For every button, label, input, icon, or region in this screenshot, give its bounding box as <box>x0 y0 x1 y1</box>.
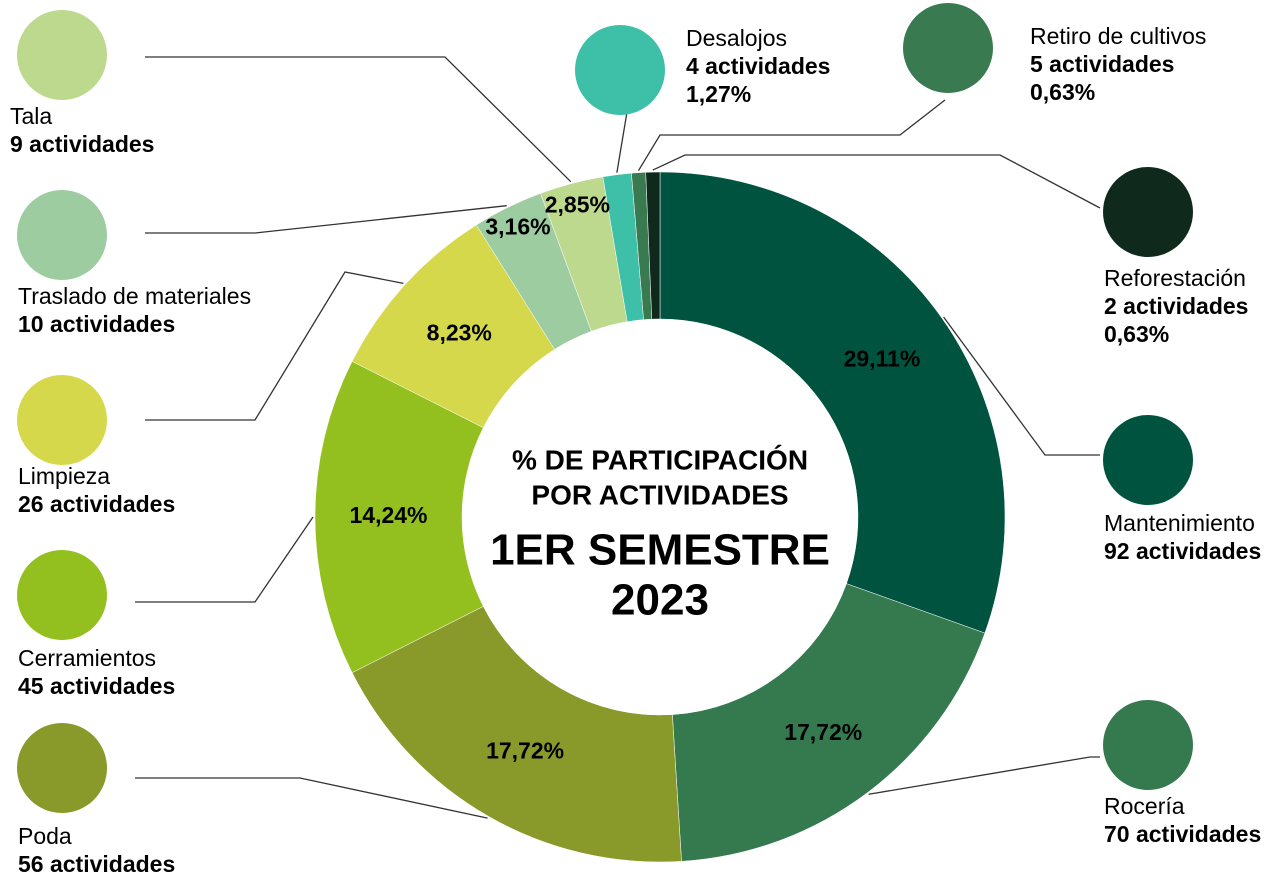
leader-line <box>943 316 1100 456</box>
value-label: 14,24% <box>349 502 427 528</box>
category-count: 26 actividades <box>18 491 175 517</box>
leader-line <box>145 271 404 421</box>
category-count: 5 actividades <box>1030 51 1174 77</box>
value-label: 3,16% <box>485 214 550 240</box>
category-icon <box>17 723 107 813</box>
category-count: 2 actividades <box>1104 293 1248 319</box>
leader-line <box>637 99 946 172</box>
category-name: Mantenimiento <box>1104 510 1255 536</box>
value-label: 1,27% <box>686 81 751 107</box>
leader-line <box>145 56 572 183</box>
category-icon <box>1103 415 1193 505</box>
center-title: % DE PARTICIPACIÓN <box>512 444 808 475</box>
value-label: 0,63% <box>1030 79 1095 105</box>
value-label: 0,63% <box>1104 321 1169 347</box>
category-icon <box>1103 167 1193 257</box>
donut-hole <box>462 319 858 715</box>
center-title: POR ACTIVIDADES <box>531 479 788 510</box>
category-icon <box>17 190 107 280</box>
category-count: 4 actividades <box>686 53 830 79</box>
category-name: Tala <box>10 103 52 129</box>
leader-line <box>652 154 1101 209</box>
category-name: Rocería <box>1104 793 1185 819</box>
category-icon <box>17 550 107 640</box>
category-count: 9 actividades <box>10 131 154 157</box>
value-label: 17,72% <box>486 738 564 764</box>
category-icon <box>575 25 665 115</box>
category-icon <box>1103 700 1193 790</box>
leader-line <box>145 205 507 234</box>
category-name: Traslado de materiales <box>18 283 251 309</box>
value-label: 29,11% <box>844 346 921 372</box>
leader-line <box>868 756 1100 795</box>
category-name: Poda <box>18 823 72 849</box>
category-name: Desalojos <box>686 25 787 51</box>
center-subtitle: 1ER SEMESTRE <box>490 526 830 575</box>
value-label: 8,23% <box>427 319 492 345</box>
category-count: 56 actividades <box>18 851 175 876</box>
category-name: Reforestación <box>1104 265 1246 291</box>
leader-line <box>135 777 488 819</box>
category-icon <box>17 10 107 100</box>
value-label: 2,85% <box>545 191 610 217</box>
category-count: 45 actividades <box>18 673 175 699</box>
category-name: Cerramientos <box>18 645 156 671</box>
center-subtitle: 2023 <box>611 576 709 625</box>
category-count: 10 actividades <box>18 311 175 337</box>
category-icon <box>903 3 993 93</box>
leader-line <box>616 111 628 173</box>
category-count: 70 actividades <box>1104 821 1261 847</box>
category-name: Limpieza <box>18 463 110 489</box>
category-name: Retiro de cultivos <box>1030 23 1206 49</box>
category-icon <box>17 375 107 465</box>
donut <box>314 171 1006 863</box>
category-count: 92 actividades <box>1104 538 1261 564</box>
leader-line <box>135 516 314 603</box>
value-label: 17,72% <box>784 719 862 745</box>
